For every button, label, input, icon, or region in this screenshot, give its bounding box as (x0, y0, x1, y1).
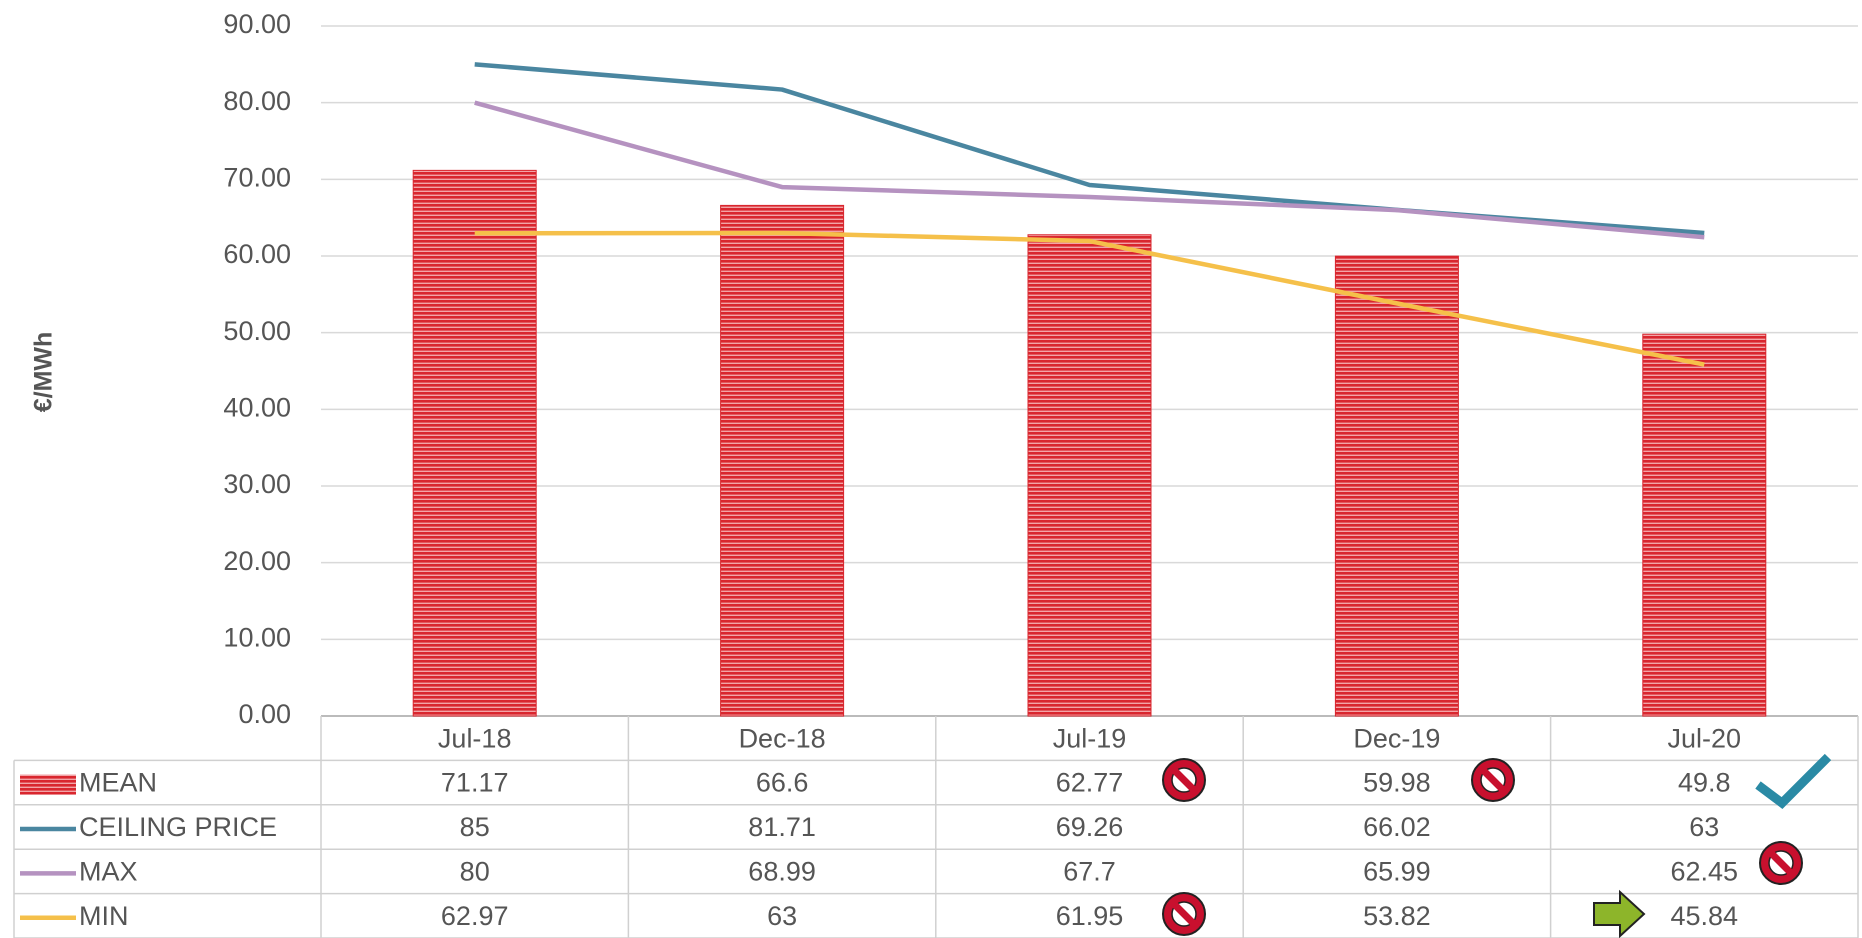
table-value: 65.99 (1363, 857, 1431, 887)
y-tick-label: 30.00 (223, 469, 291, 499)
x-tick-label: Jul-19 (1053, 723, 1127, 753)
y-tick-label: 90.00 (223, 9, 291, 39)
table-value: 85 (460, 812, 490, 842)
table-value: 45.84 (1671, 901, 1739, 931)
y-tick-label: 20.00 (223, 546, 291, 576)
table-value: 80 (460, 857, 490, 887)
table-value: 81.71 (748, 812, 816, 842)
legend-label: CEILING PRICE (79, 812, 277, 842)
legend-label: MEAN (79, 768, 157, 798)
table-value: 67.7 (1063, 857, 1116, 887)
bar (412, 169, 537, 717)
table-value: 62.45 (1671, 857, 1739, 887)
no-entry-bar (1480, 767, 1506, 793)
line (474, 100, 1705, 240)
table-value: 49.8 (1678, 768, 1731, 798)
bar (1027, 234, 1152, 717)
table-value: 62.77 (1056, 768, 1124, 798)
table-value: 63 (1689, 812, 1719, 842)
legend-swatch (20, 774, 76, 795)
table-value: 66.6 (756, 768, 809, 798)
no-entry-bar (1171, 767, 1197, 793)
no-entry-bar (1171, 901, 1197, 927)
table-value: 62.97 (441, 901, 509, 931)
arrow-icon (1593, 889, 1646, 938)
legend-label: MIN (79, 901, 129, 931)
table-value: 68.99 (748, 857, 816, 887)
y-axis-label: €/MWh (30, 332, 58, 413)
bar (720, 204, 845, 717)
y-tick-label: 10.00 (223, 622, 291, 652)
legend-label: MAX (79, 857, 138, 887)
line (474, 230, 1705, 367)
x-tick-label: Jul-20 (1668, 723, 1742, 753)
table-value: 63 (767, 901, 797, 931)
bar (1334, 255, 1459, 717)
table-value: 59.98 (1363, 768, 1431, 798)
x-tick-label: Dec-18 (739, 723, 826, 753)
x-tick-label: Dec-19 (1353, 723, 1440, 753)
check-icon (1755, 753, 1832, 809)
table-value: 66.02 (1363, 812, 1431, 842)
table-value: 69.26 (1056, 812, 1124, 842)
y-tick-label: 60.00 (223, 239, 291, 269)
y-tick-label: 50.00 (223, 316, 291, 346)
bar (1642, 333, 1767, 717)
y-tick-label: 70.00 (223, 162, 291, 192)
y-tick-label: 80.00 (223, 86, 291, 116)
table-value: 61.95 (1056, 901, 1124, 931)
table-value: 53.82 (1363, 901, 1431, 931)
annotation-icons (1162, 753, 1832, 938)
line (474, 62, 1705, 236)
table-value: 71.17 (441, 768, 509, 798)
no-entry-bar (1768, 850, 1794, 876)
y-tick-label: 0.00 (238, 699, 291, 729)
y-tick-label: 40.00 (223, 392, 291, 422)
x-tick-label: Jul-18 (438, 723, 512, 753)
